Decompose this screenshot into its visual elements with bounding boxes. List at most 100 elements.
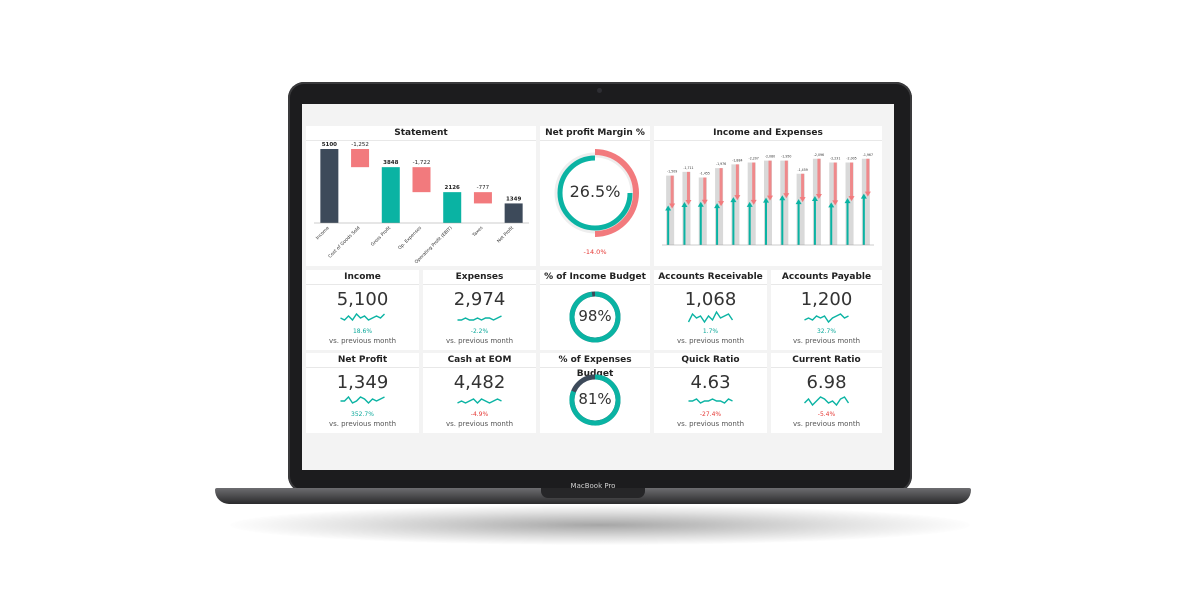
laptop-base <box>215 488 971 504</box>
kpi-value: 1,068 <box>684 289 737 310</box>
kpi-comparison-label: vs. previous month <box>328 337 397 345</box>
budget-title: % of Expenses Budget <box>540 353 650 379</box>
laptop-notch <box>541 488 645 498</box>
waterfall-bar <box>320 149 339 223</box>
kpi-change: -27.4% <box>699 411 722 418</box>
margin-gauge-previous-arc <box>594 149 639 237</box>
expense-value-label: -1,950 <box>781 155 791 159</box>
waterfall-bar <box>412 167 431 193</box>
expense-bar <box>735 164 739 197</box>
sparkline-line <box>804 313 849 324</box>
margin-gauge <box>554 149 639 237</box>
expense-arrowhead <box>783 193 790 199</box>
sparkline-line <box>340 312 385 322</box>
dashboard-screen: Statement 5100 Income -1,252 Cost of Goods … <box>302 104 894 470</box>
waterfall-value-label: -777 <box>477 185 490 191</box>
kpi-comparison-label: vs. previous month <box>792 420 861 428</box>
expense-value-label: -1,884 <box>732 158 742 162</box>
expense-arrowhead <box>767 195 773 201</box>
waterfall-bar <box>351 149 370 168</box>
income-bar <box>796 173 805 245</box>
expense-arrowhead <box>799 197 806 203</box>
expense-bar <box>850 162 854 198</box>
kpi-comparison-label: vs. previous month <box>792 337 861 345</box>
kpi-sparkline <box>804 396 850 407</box>
waterfall-category-label: Gross Profit <box>370 225 393 248</box>
income-expenses-panel: Income and Expenses -1,509 -1,711 -1,455 -1… <box>654 126 882 266</box>
expense-bar <box>686 171 690 201</box>
kpi-sparkline <box>687 310 734 324</box>
expense-arrowhead <box>815 194 822 200</box>
income-bar <box>780 160 789 245</box>
camera-icon <box>597 88 602 93</box>
expense-arrowhead <box>685 199 692 205</box>
profit-arrowhead <box>714 203 721 209</box>
brand-label: MacBook Pro <box>570 482 616 490</box>
kpi-title: Net Profit <box>306 353 419 368</box>
expense-value-label: -1,459 <box>797 168 807 172</box>
income-bar <box>812 158 821 245</box>
waterfall-value-label: -1,722 <box>413 160 431 166</box>
margin-change: -14.0% <box>583 248 607 256</box>
kpi-change: -4.9% <box>470 411 489 418</box>
margin-title: Net profit Margin % <box>540 126 650 141</box>
expense-arrowhead <box>718 201 725 207</box>
budget-value: 81% <box>578 390 612 408</box>
profit-arrowhead <box>828 202 835 208</box>
expense-arrowhead <box>750 199 757 205</box>
kpi-comparison-label: vs. previous month <box>676 420 745 428</box>
waterfall-bar <box>443 192 462 223</box>
waterfall-value-label: 2126 <box>445 185 460 191</box>
waterfall-value-label: -1,252 <box>351 142 369 148</box>
expense-value-label: -2,096 <box>814 153 824 157</box>
expense-bar <box>817 158 821 196</box>
expense-arrowhead <box>832 200 839 206</box>
kpi-change: -5.4% <box>817 411 836 418</box>
kpi-card: Quick Ratio 4.63 -27.4% vs. previous month <box>654 353 767 433</box>
expense-value-label: -1,455 <box>700 172 710 176</box>
sparkline-line <box>457 315 502 321</box>
expense-arrowhead <box>669 203 676 209</box>
kpi-change: -2.2% <box>470 328 489 335</box>
waterfall-bar <box>381 167 400 223</box>
waterfall-value-label: 5100 <box>322 142 337 148</box>
kpi-comparison-label: vs. previous month <box>445 420 514 428</box>
budget-value: 98% <box>578 307 612 325</box>
profit-arrowhead <box>730 197 737 203</box>
waterfall-category-label: Op. Expenses <box>397 225 423 251</box>
kpi-card: Accounts Payable 1,200 32.7% vs. previous m… <box>771 270 882 350</box>
kpi-sparkline <box>457 398 502 404</box>
kpi-title: Quick Ratio <box>654 353 767 368</box>
profit-arrowhead <box>779 195 786 201</box>
margin-gauge-arc <box>557 155 633 231</box>
kpi-change: 1.7% <box>702 328 719 335</box>
profit-arrowhead <box>860 193 867 199</box>
waterfall-category-label: Cost of Goods Sold <box>327 225 361 259</box>
expense-bar <box>703 177 707 201</box>
kpi-sparkline <box>340 395 385 404</box>
income-bar <box>845 162 854 245</box>
kpi-value: 6.98 <box>806 372 847 393</box>
kpi-sparkline <box>688 398 733 404</box>
kpi-card: Net Profit 1,349 352.7% vs. previous month <box>306 353 419 433</box>
profit-arrowhead <box>763 197 769 203</box>
expense-bar <box>719 168 723 203</box>
kpi-card: Cash at EOM 4,482 -4.9% vs. previous month <box>423 353 536 433</box>
statement-title: Statement <box>306 126 536 141</box>
kpi-card: Expenses 2,974 -2.2% vs. previous month <box>423 270 536 350</box>
income-bar <box>764 160 772 245</box>
waterfall-category-label: Net Profit <box>496 225 515 244</box>
waterfall-value-label: 3848 <box>383 160 398 166</box>
budget-gauge <box>569 374 621 426</box>
sparkline-line <box>457 398 502 404</box>
waterfall-value-label: 1349 <box>506 196 521 202</box>
sparkline-line <box>804 396 850 407</box>
expense-arrowhead <box>864 191 871 197</box>
laptop-shadow <box>230 505 970 545</box>
kpi-comparison-label: vs. previous month <box>445 337 514 345</box>
budget-gauge-arc <box>569 374 621 426</box>
expense-value-label: -2,207 <box>749 157 759 161</box>
profit-arrowhead <box>746 201 753 207</box>
kpi-card: Income 5,100 18.6% vs. previous month <box>306 270 419 350</box>
expense-value-label: -2,005 <box>846 157 856 161</box>
